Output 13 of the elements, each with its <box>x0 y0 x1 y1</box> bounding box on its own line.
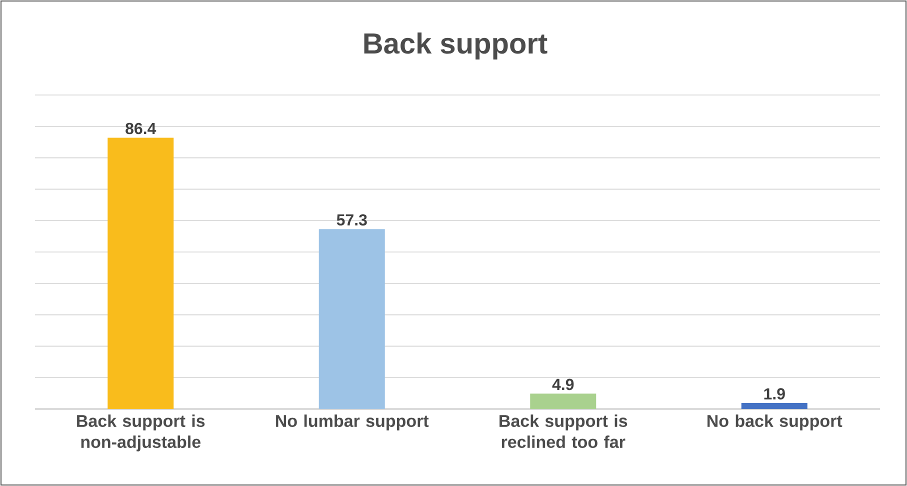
x-tick-label: Back support is non-adjustable <box>77 414 205 452</box>
bar <box>318 229 385 409</box>
bar <box>741 403 808 409</box>
bar <box>108 138 174 409</box>
x-tick-label: Back support is reclined too far <box>500 414 628 448</box>
x-tick-label: No back support <box>708 414 842 430</box>
data-label: 86.4 <box>126 122 156 134</box>
bar <box>530 394 596 409</box>
data-label: 4.9 <box>552 378 574 390</box>
x-tick-label: No lumbar support <box>276 414 429 430</box>
chart-title: Back support <box>364 32 548 60</box>
data-label: 1.9 <box>764 388 785 400</box>
data-label: 57.3 <box>336 214 367 226</box>
